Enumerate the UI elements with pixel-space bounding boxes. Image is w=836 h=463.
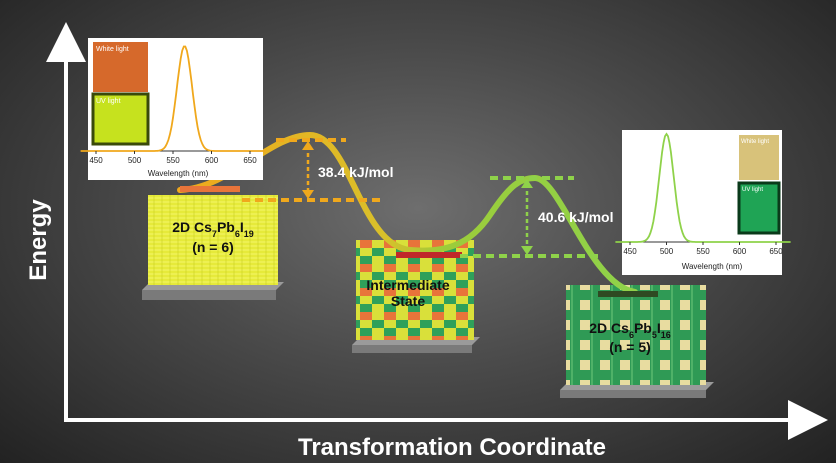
right-state-crystal bbox=[560, 285, 714, 398]
left-inset-tick-label: 450 bbox=[89, 156, 103, 165]
right-state-n-label: (n = 5) bbox=[609, 339, 651, 355]
right-state-formula: 2D Cs6Pb5I16 bbox=[589, 320, 671, 340]
right-state-level-bar bbox=[598, 291, 658, 297]
x-axis-label: Transformation Coordinate bbox=[298, 434, 606, 461]
right-inset-tick-label: 550 bbox=[696, 247, 710, 256]
middle-state-level-bar bbox=[396, 252, 462, 258]
left-inset-tick-label: 550 bbox=[166, 156, 180, 165]
left-state-crystal bbox=[142, 195, 284, 300]
right-inset-x-label: Wavelength (nm) bbox=[682, 262, 743, 271]
left-inset-tick-label: 650 bbox=[243, 156, 257, 165]
right-inset-tick-label: 600 bbox=[733, 247, 747, 256]
right-inset: White light UV light 450 500 550 600 650 Wav… bbox=[615, 130, 791, 275]
energy-axis-label: Energy bbox=[25, 199, 52, 281]
left-inset-tick-label: 500 bbox=[128, 156, 142, 165]
left-white-light-photo bbox=[93, 42, 148, 92]
energy-path bbox=[177, 131, 638, 295]
barrier1-label: 38.4 kJ/mol bbox=[318, 164, 394, 180]
right-uv-light-label: UV light bbox=[742, 187, 763, 193]
left-state-level-bar bbox=[180, 186, 240, 192]
left-inset-tick-label: 600 bbox=[205, 156, 219, 165]
left-white-light-label: White light bbox=[96, 46, 129, 53]
right-uv-light-photo bbox=[739, 183, 779, 233]
left-uv-light-photo bbox=[93, 94, 148, 144]
left-inset: White light UV light 450 500 550 600 650 Wav… bbox=[80, 38, 266, 180]
left-uv-light-label: UV light bbox=[96, 98, 121, 105]
right-white-light-label: White light bbox=[741, 139, 769, 145]
intermediate-state-label-1: Intermediate bbox=[366, 277, 449, 293]
right-inset-tick-label: 500 bbox=[660, 247, 674, 256]
right-inset-tick-label: 450 bbox=[623, 247, 637, 256]
intermediate-state-label-2: State bbox=[391, 293, 425, 309]
left-inset-x-label: Wavelength (nm) bbox=[148, 169, 209, 178]
left-emission-spectrum bbox=[80, 45, 266, 152]
left-state-n-label: (n = 6) bbox=[192, 239, 234, 255]
right-inset-tick-label: 650 bbox=[769, 247, 783, 256]
left-state-formula: 2D Cs7Pb6I19 bbox=[172, 219, 254, 239]
right-white-light-photo bbox=[739, 135, 779, 180]
barrier2-label: 40.6 kJ/mol bbox=[538, 209, 614, 225]
